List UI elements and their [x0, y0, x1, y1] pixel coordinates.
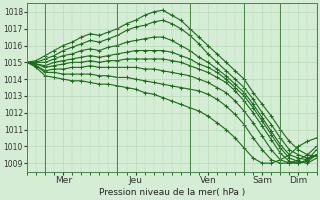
X-axis label: Pression niveau de la mer( hPa ): Pression niveau de la mer( hPa )	[99, 188, 245, 197]
